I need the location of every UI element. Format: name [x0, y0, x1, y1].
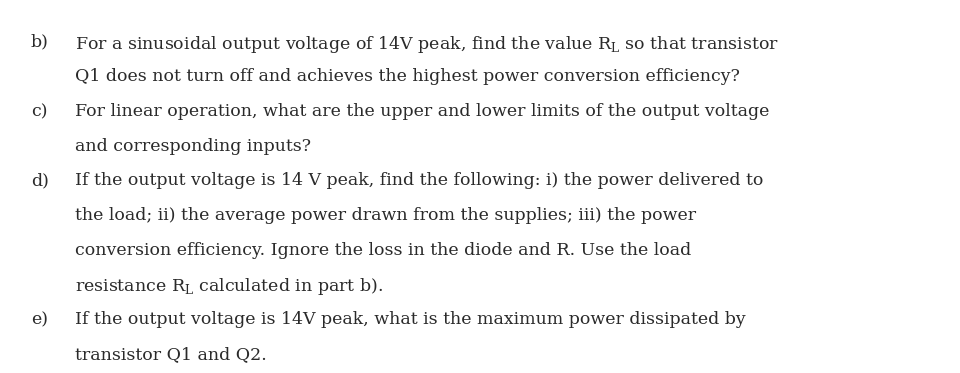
Text: transistor Q1 and Q2.: transistor Q1 and Q2.	[75, 346, 267, 363]
Text: resistance R$_\mathregular{L}$ calculated in part b).: resistance R$_\mathregular{L}$ calculate…	[75, 276, 383, 297]
Text: the load; ii) the average power drawn from the supplies; iii) the power: the load; ii) the average power drawn fr…	[75, 207, 696, 224]
Text: For linear operation, what are the upper and lower limits of the output voltage: For linear operation, what are the upper…	[75, 103, 769, 120]
Text: For a sinusoidal output voltage of 14V peak, find the value R$_\mathregular{L}$ : For a sinusoidal output voltage of 14V p…	[75, 34, 779, 54]
Text: Q1 does not turn off and achieves the highest power conversion efficiency?: Q1 does not turn off and achieves the hi…	[75, 68, 740, 85]
Text: c): c)	[31, 103, 47, 120]
Text: conversion efficiency. Ignore the loss in the diode and R. Use the load: conversion efficiency. Ignore the loss i…	[75, 242, 691, 259]
Text: and corresponding inputs?: and corresponding inputs?	[75, 138, 311, 155]
Text: d): d)	[31, 172, 49, 189]
Text: e): e)	[31, 311, 48, 328]
Text: If the output voltage is 14 V peak, find the following: i) the power delivered t: If the output voltage is 14 V peak, find…	[75, 172, 763, 189]
Text: If the output voltage is 14V peak, what is the maximum power dissipated by: If the output voltage is 14V peak, what …	[75, 311, 746, 328]
Text: b): b)	[31, 34, 49, 51]
